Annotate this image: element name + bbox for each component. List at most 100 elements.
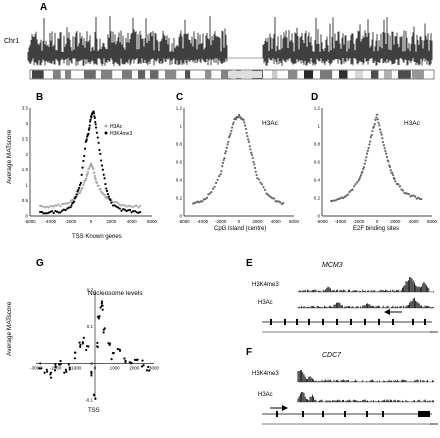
c-h3ac-point bbox=[245, 131, 248, 135]
b-h3k4me3-point bbox=[125, 209, 128, 213]
b-h3k4me3-point bbox=[67, 206, 71, 209]
b-h3k4me3-point bbox=[99, 152, 102, 156]
g-point bbox=[85, 348, 88, 352]
g-point bbox=[136, 358, 139, 361]
b-h3ac-point bbox=[54, 204, 57, 207]
cytoband bbox=[53, 70, 61, 79]
f-gene-exon bbox=[366, 411, 368, 417]
b-h3k4me3-point bbox=[87, 128, 90, 132]
b-h3ac-point bbox=[93, 171, 96, 175]
b-h3ac-point bbox=[83, 181, 86, 184]
c-h3ac-point bbox=[230, 129, 233, 132]
cytoband bbox=[398, 70, 411, 79]
e-gene-exon bbox=[308, 319, 310, 325]
b-h3k4me3-point bbox=[120, 209, 123, 212]
d-h3ac-point bbox=[374, 118, 377, 121]
b-h3k4me3-point bbox=[80, 173, 83, 176]
b-h3k4me3-point bbox=[83, 154, 86, 158]
c-x-tick: -2000 bbox=[215, 219, 227, 224]
b-h3ac-point bbox=[137, 206, 140, 209]
g-point bbox=[46, 370, 49, 373]
c-h3ac-point bbox=[244, 124, 247, 127]
b-h3ac-point bbox=[61, 202, 64, 206]
cytoband bbox=[205, 70, 212, 79]
b-h3k4me3-point bbox=[49, 210, 52, 213]
b-h3ac-point bbox=[78, 191, 82, 195]
c-x-tick: -6000 bbox=[178, 219, 190, 224]
d-y-tick: 1 bbox=[317, 124, 320, 129]
c-y-tick: 0 bbox=[179, 214, 182, 219]
d-h3ac-point bbox=[397, 183, 400, 186]
b-h3ac-point bbox=[42, 205, 45, 209]
e-strand-arrowhead bbox=[384, 309, 390, 315]
b-h3k4me3-point bbox=[75, 193, 78, 196]
g-point bbox=[78, 341, 81, 344]
g-point bbox=[59, 359, 62, 363]
b-h3ac-point bbox=[40, 204, 43, 208]
b-h3ac-point bbox=[93, 174, 96, 178]
d-h3ac-point bbox=[351, 188, 354, 191]
g-x-tick: -3000 bbox=[30, 365, 42, 370]
d-h3ac-point bbox=[368, 143, 371, 146]
cytoband bbox=[272, 70, 278, 79]
b-h3ac-point bbox=[44, 206, 47, 209]
d-h3ac-point bbox=[380, 133, 383, 136]
cytoband bbox=[138, 70, 146, 79]
d-h3ac-point bbox=[398, 185, 402, 188]
b-h3k4me3-point bbox=[137, 211, 140, 214]
g-point bbox=[99, 306, 102, 309]
panel-letter-e: E bbox=[246, 258, 253, 269]
b-h3ac-point bbox=[127, 204, 130, 208]
g-point bbox=[54, 363, 57, 366]
c-h3ac-point bbox=[208, 192, 212, 195]
b-h3k4me3-point bbox=[47, 211, 50, 214]
f-gene-utr bbox=[418, 411, 430, 417]
f-gene-exon bbox=[276, 411, 278, 417]
e-gene-exon bbox=[350, 319, 352, 325]
g-point bbox=[98, 315, 101, 318]
b-h3ac-point bbox=[128, 205, 132, 208]
c-h3ac-point bbox=[279, 201, 282, 204]
b-x-tick: 2000 bbox=[106, 219, 117, 224]
b-x-tick: -4000 bbox=[45, 219, 57, 224]
c-h3ac-point bbox=[247, 138, 250, 141]
g-point bbox=[145, 369, 149, 372]
g-point bbox=[133, 358, 137, 361]
c-h3ac-point bbox=[229, 132, 232, 135]
c-h3ac-point bbox=[223, 157, 226, 160]
g-point bbox=[68, 368, 71, 371]
d-x-tick: -4000 bbox=[335, 219, 347, 224]
b-h3k4me3-point bbox=[109, 198, 112, 202]
b-h3k4me3-point bbox=[61, 209, 64, 212]
g-point bbox=[85, 345, 89, 348]
g-point bbox=[73, 357, 77, 360]
cytoband bbox=[320, 70, 333, 79]
b-x-tick: 0 bbox=[90, 219, 93, 224]
b-y-tick: 1.5 bbox=[22, 167, 29, 172]
f-gene-exon bbox=[382, 411, 384, 417]
b-h3ac-point bbox=[99, 188, 102, 191]
d-x-tick: 6000 bbox=[427, 219, 438, 224]
c-h3ac-point bbox=[282, 201, 285, 205]
c-h3ac-point bbox=[253, 166, 257, 170]
c-h3ac-point bbox=[216, 178, 219, 181]
b-h3k4me3-point bbox=[45, 212, 49, 215]
b-h3k4me3-point bbox=[64, 209, 67, 212]
g-y-tick: 0.2 bbox=[87, 288, 94, 293]
c-h3ac-point bbox=[273, 197, 276, 200]
g-point bbox=[123, 357, 126, 360]
g-point bbox=[81, 341, 84, 344]
b-h3k4me3-point bbox=[78, 183, 82, 187]
b-h3k4me3-point bbox=[62, 208, 65, 211]
b-legend-marker-h3k4me3 bbox=[104, 131, 108, 135]
c-xlabel: CpG Island (centre) bbox=[214, 226, 267, 232]
c-h3ac-point bbox=[231, 126, 234, 129]
d-y-tick: 0 bbox=[317, 214, 320, 219]
c-h3ac-point bbox=[248, 145, 251, 148]
d-h3ac-point bbox=[352, 185, 356, 188]
c-x-tick: -4000 bbox=[197, 219, 209, 224]
c-h3ac-point bbox=[263, 188, 267, 191]
c-h3ac-point bbox=[244, 127, 247, 131]
b-h3k4me3-point bbox=[105, 189, 109, 193]
